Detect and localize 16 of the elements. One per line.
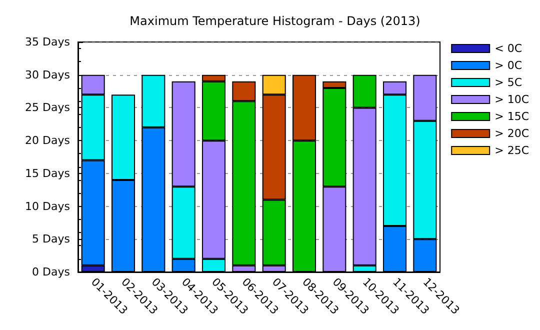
y-tick-label: 15 Days (25, 166, 70, 180)
legend-label: > 0C (494, 59, 522, 72)
y-tick-label: 5 Days (32, 232, 70, 246)
legend-label: > 15C (494, 110, 530, 123)
legend-label: > 20C (494, 127, 530, 140)
y-tick-label: 35 Days (25, 36, 70, 48)
y-tick-label: 30 Days (25, 68, 70, 82)
y-tick-label: 20 Days (25, 134, 70, 148)
legend-label: > 25C (494, 144, 530, 157)
y-tick-label: 0 Days (32, 266, 70, 278)
legend-label: > 10C (494, 93, 530, 106)
y-tick-label: 10 Days (25, 200, 70, 213)
legend-label: > 5C (494, 76, 522, 89)
chart-title: Maximum Temperature Histogram - Days (2013) (130, 14, 420, 28)
legend-label: < 0C (494, 42, 522, 55)
y-tick-label: 25 Days (25, 101, 70, 114)
